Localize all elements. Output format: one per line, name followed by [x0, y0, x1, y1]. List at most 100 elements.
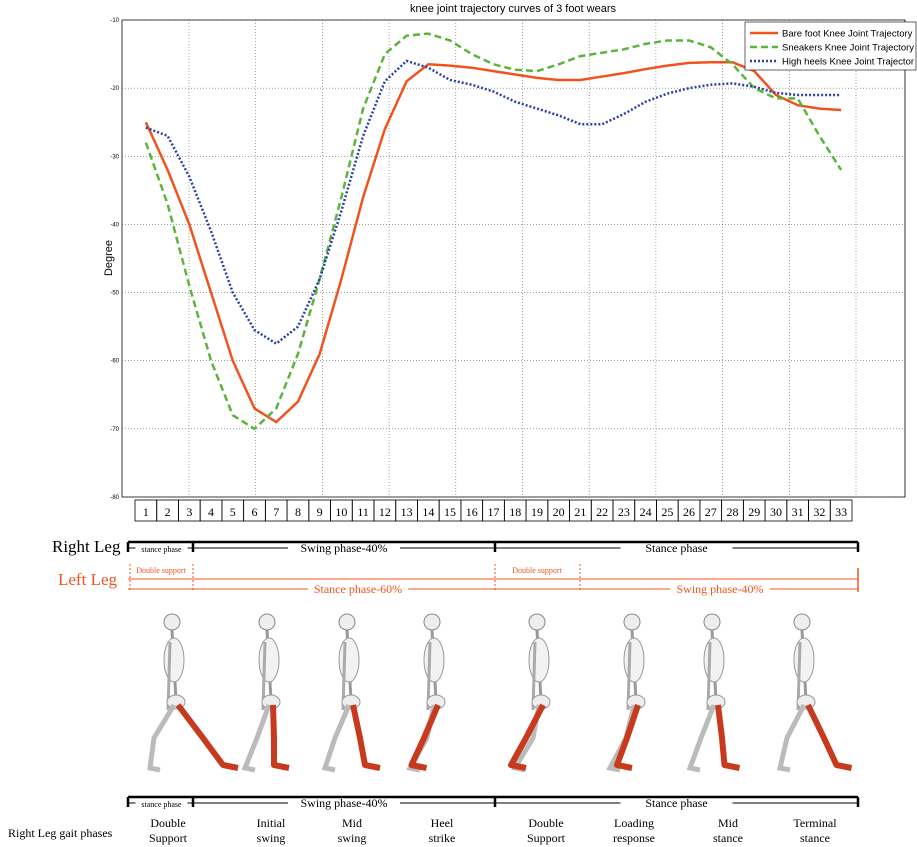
ribcage: [339, 638, 359, 682]
y-tick-label: -80: [110, 495, 119, 501]
phase-name: swing: [257, 831, 286, 845]
x-tick-label: 29: [748, 505, 760, 519]
skeleton-figure: [245, 614, 289, 770]
leg-gray: [325, 705, 349, 770]
skeleton-figure: [325, 614, 380, 770]
ribcage: [424, 638, 444, 682]
y-tick-label: -70: [110, 427, 119, 433]
leg-red: [178, 705, 238, 768]
x-tick-label: 11: [357, 505, 369, 519]
x-tick-label: 32: [813, 505, 825, 519]
skeleton-figure: [690, 614, 740, 770]
y-tick-label: -30: [110, 154, 119, 160]
skull: [339, 614, 355, 630]
leg-red: [718, 705, 740, 768]
right-leg-label: Right Leg: [52, 537, 121, 556]
right-leg-phase-text: Stance phase: [645, 541, 707, 555]
skeleton-figure: [610, 614, 645, 770]
phase-name: stance: [713, 831, 743, 845]
x-tick-label: 31: [792, 505, 804, 519]
y-tick-label: -60: [110, 359, 119, 365]
phase-name: Mid: [718, 816, 738, 830]
skeleton-figure: [410, 614, 445, 770]
y-tick-label: -50: [110, 291, 119, 297]
x-tick-label: 6: [252, 505, 258, 519]
double-support: Double support: [512, 566, 562, 575]
x-tick-label: 19: [531, 505, 543, 519]
ribcage: [794, 638, 814, 682]
x-tick-label: 14: [422, 505, 434, 519]
right-leg-phase-text: Swing phase-40%: [301, 541, 388, 555]
x-tick-label: 22: [596, 505, 608, 519]
plot-frame: [122, 20, 905, 497]
x-tick-label: 8: [295, 505, 301, 519]
ribcage: [704, 638, 724, 682]
phase-name: Initial: [257, 816, 286, 830]
leg-red: [808, 705, 852, 768]
x-tick-label: 10: [335, 505, 347, 519]
x-tick-label: 17: [488, 505, 500, 519]
leg-gray: [780, 705, 804, 770]
ribcage: [529, 638, 549, 682]
x-tick-label: 13: [401, 505, 413, 519]
x-tick-label: 21: [574, 505, 586, 519]
skull: [704, 614, 720, 630]
phase-name: Terminal: [793, 816, 837, 830]
bottom-phase-text: stance phase: [141, 800, 182, 809]
skull: [794, 614, 810, 630]
skull: [424, 614, 440, 630]
leg-red: [353, 705, 380, 768]
skull: [624, 614, 640, 630]
phases-label: Right Leg gait phases: [8, 826, 113, 840]
ribcage: [624, 638, 644, 682]
phase-name: Loading: [614, 816, 654, 830]
double-support: Double support: [136, 566, 186, 575]
phase-name: response: [613, 831, 655, 845]
left-leg-label: Left Leg: [58, 570, 117, 589]
skeleton-figure: [511, 614, 550, 770]
leg-gray: [245, 705, 269, 770]
x-tick-label: 5: [230, 505, 236, 519]
legend-label: High heels Knee Joint Trajector: [782, 57, 914, 68]
leg-red: [273, 705, 289, 768]
leg-red: [412, 705, 439, 768]
x-tick-label: 7: [273, 505, 279, 519]
skeleton-figure: [780, 614, 852, 770]
phase-name: Support: [527, 831, 566, 845]
x-tick-label: 15: [444, 505, 456, 519]
x-tick-label: 3: [186, 505, 192, 519]
y-tick-label: -40: [110, 222, 119, 228]
x-tick-label: 33: [835, 505, 847, 519]
x-tick-label: 27: [705, 505, 717, 519]
phase-name: Heel: [431, 816, 454, 830]
skull: [164, 614, 180, 630]
series-line: [146, 61, 841, 344]
ribcage: [164, 638, 184, 682]
series-line: [146, 62, 841, 422]
phase-name: Mid: [342, 816, 362, 830]
figure: knee joint trajectory curves of 3 foot w…: [0, 0, 917, 847]
bottom-phase-text: Swing phase-40%: [301, 796, 388, 810]
legend-label: Bare foot Knee Joint Trajectory: [782, 29, 913, 40]
phase-name: strike: [429, 831, 456, 845]
x-tick-label: 18: [509, 505, 521, 519]
leg-gray: [690, 705, 714, 770]
x-tick-label: 16: [466, 505, 478, 519]
phase-name: stance: [800, 831, 830, 845]
legend-label: Sneakers Knee Joint Trajectory: [782, 43, 914, 54]
phase-name: Support: [149, 831, 188, 845]
leg-red: [617, 705, 638, 768]
chart-title: knee joint trajectory curves of 3 foot w…: [410, 3, 617, 15]
skull: [259, 614, 275, 630]
ribcage: [259, 638, 279, 682]
x-tick-label: 26: [683, 505, 695, 519]
leg-gray: [610, 705, 634, 770]
x-tick-label: 25: [661, 505, 673, 519]
x-tick-label: 12: [379, 505, 391, 519]
left-phase-text: Stance phase-60%: [314, 582, 402, 596]
bottom-phase-text: Stance phase: [645, 796, 707, 810]
phase-name: Double: [528, 816, 563, 830]
phase-name: swing: [338, 831, 367, 845]
leg-red: [511, 705, 543, 768]
y-tick-label: -20: [110, 86, 119, 92]
